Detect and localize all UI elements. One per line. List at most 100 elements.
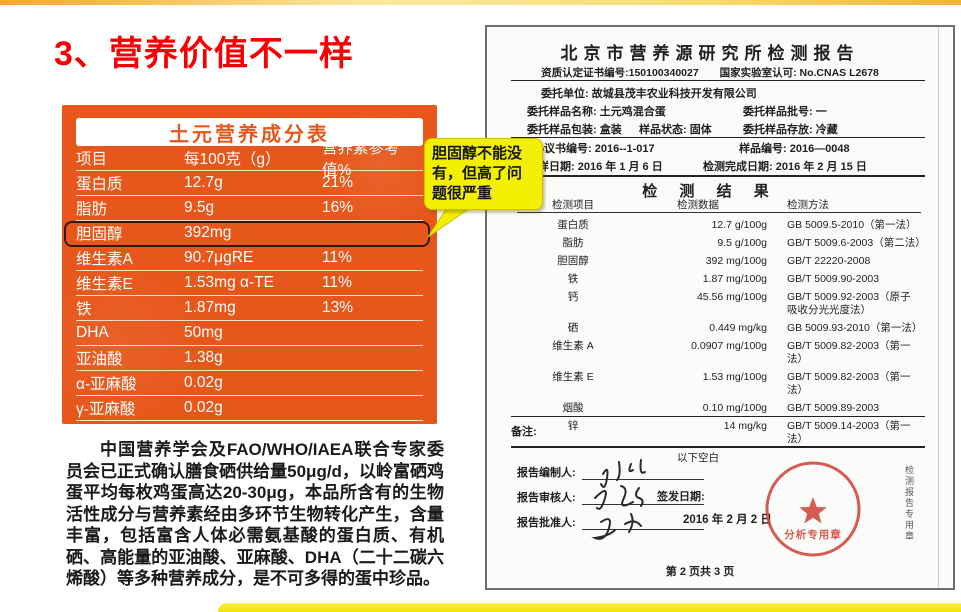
signature-line	[581, 468, 704, 480]
divider	[511, 175, 925, 177]
scan-page-edge	[938, 27, 939, 588]
cell-method: GB 5009.93-2010（第一法）	[787, 321, 923, 334]
sample-storage: 委托样品存放: 冷藏	[743, 124, 838, 136]
remarks-label: 备注:	[511, 426, 537, 438]
cell-value: 1.87mg	[184, 299, 236, 316]
table-row-cholesterol: 胆固醇 392mg	[64, 221, 430, 247]
sample-state: 样品状态: 固体	[639, 124, 712, 136]
nutrition-panel: 土元营养成分表 项目 每100克（g） 营养素参考值% 蛋白质 12.7g 21…	[62, 105, 437, 424]
cell-name: 维生素E	[76, 276, 133, 293]
cell-name: α-亚麻酸	[76, 376, 137, 393]
issue-date-label: 签发日期:	[657, 491, 705, 503]
accreditation: 国家实验室认可: No.CNAS L2678	[719, 67, 879, 79]
divider	[511, 137, 925, 138]
sample-name: 委托样品名称: 土元鸡混合蛋	[527, 106, 666, 118]
cell-data: 0.449 mg/kg	[709, 321, 767, 334]
cell-data: 392 mg/100g	[705, 254, 767, 267]
cell-ref: 11%	[322, 274, 352, 291]
cell-name: 脂肪	[76, 201, 108, 218]
cell-value: 0.02g	[184, 374, 223, 391]
blank-below-note: 以下空白	[677, 452, 719, 464]
cell-item: 锌	[567, 419, 579, 432]
star-icon	[799, 497, 827, 524]
completed-date: 检测完成日期: 2016 年 2 月 15 日	[703, 161, 867, 173]
body-paragraph: 中国营养学会及FAO/WHO/IAEA联合专家委员会已正式确认膳食硒供给量50μ…	[66, 440, 444, 588]
cell-value: 1.38g	[184, 349, 223, 366]
cell-item: 钙	[567, 290, 579, 303]
cell-name: 胆固醇	[76, 226, 123, 243]
table-row: 蛋白质 12.7g 21%	[76, 171, 423, 196]
callout-bubble: 胆固醇不能没有，但高了问题很严重	[424, 138, 543, 210]
cell-ref: 21%	[322, 174, 354, 191]
agreement-no: 委托协议书编号: 2016--1-017	[511, 143, 655, 155]
cell-ref: 11%	[322, 249, 352, 266]
sig-row-prepared: 报告编制人:	[517, 464, 704, 480]
col-test-item: 检测项目	[552, 198, 594, 211]
received-date: 收样日期: 2016 年 1 月 6 日	[527, 161, 663, 173]
cell-item: 烟酸	[562, 401, 584, 414]
col-test-method: 检测方法	[787, 198, 829, 211]
table-row: 维生素A 90.7μgRE 11%	[76, 246, 423, 271]
table-row: DHA 50mg	[76, 321, 423, 346]
cell-method: GB/T 5009.6-2003（第二法）	[787, 236, 926, 249]
col-per100g: 每100克（g）	[184, 151, 281, 168]
results-table: 检测项目 检测数据 检测方法 蛋白质 12.7 g/100g GB 5009.5…	[517, 196, 926, 465]
result-row: 蛋白质 12.7 g/100g GB 5009.5-2010（第一法）	[517, 216, 921, 234]
cell-method: GB/T 5009.92-2003（原子吸收分光光度法）	[787, 290, 911, 316]
sample-pack: 委托样品包装: 盒装	[527, 124, 622, 136]
divider	[511, 416, 925, 417]
cell-item: 铁	[567, 272, 579, 285]
result-row: 锌 14 mg/kg GB/T 5009.14-2003（第一法）	[517, 417, 921, 448]
cell-value: 90.7μgRE	[184, 249, 254, 266]
cell-data: 9.5 g/100g	[717, 236, 767, 249]
cell-method: GB 5009.5-2010（第一法）	[787, 218, 917, 231]
side-stamp-note: 检测报告专用章	[904, 465, 914, 542]
col-item: 项目	[76, 151, 108, 168]
cell-item: 蛋白质	[557, 218, 589, 231]
report-document: 北京市营养源研究所检测报告 资质认定证书编号:150100340027 国家实验…	[485, 25, 955, 590]
cell-method: GB/T 5009.82-2003（第一法）	[787, 339, 911, 365]
result-row: 脂肪 9.5 g/100g GB/T 5009.6-2003（第二法）	[517, 234, 926, 252]
reviewed-label: 报告审核人:	[517, 492, 576, 504]
page-title: 3、营养价值不一样	[54, 35, 354, 73]
cell-data: 12.7 g/100g	[711, 218, 767, 231]
handwritten-signatures	[591, 459, 646, 540]
cell-item: 维生素 A	[552, 339, 594, 352]
cell-data: 14 mg/kg	[723, 419, 767, 432]
cell-item: 维生素 E	[552, 370, 594, 383]
cell-name: 铁	[76, 301, 92, 318]
cell-method: GB/T 5009.82-2003（第一法）	[787, 370, 911, 396]
cell-method: GB/T 5009.89-2003	[787, 401, 880, 414]
results-header-row: 检测项目 检测数据 检测方法	[517, 196, 921, 213]
result-row: 硒 0.449 mg/kg GB 5009.93-2010（第一法）	[517, 319, 923, 337]
cell-method: GB/T 22220-2008	[787, 254, 871, 267]
table-row: 亚油酸 1.38g	[76, 346, 423, 371]
table-row: γ-亚麻酸 0.02g	[76, 396, 423, 421]
cell-data: 0.0907 mg/100g	[691, 339, 767, 352]
nutrition-header-row: 项目 每100克（g） 营养素参考值%	[76, 140, 423, 179]
cert-number: 资质认定证书编号:150100340027	[541, 67, 699, 79]
page-number: 第 2 页共 3 页	[665, 566, 735, 578]
col-ref: 营养素参考值%	[322, 140, 400, 179]
cell-data: 0.10 mg/100g	[702, 401, 767, 414]
divider	[511, 446, 925, 448]
cell-value: 12.7g	[184, 174, 223, 191]
cell-name: γ-亚麻酸	[76, 401, 136, 418]
cell-value: 0.02g	[184, 399, 223, 416]
approved-label: 报告批准人:	[517, 517, 576, 529]
cell-data: 45.56 mg/100g	[696, 290, 767, 303]
sample-batch: 委托样品批号: 一	[743, 106, 827, 118]
issue-date: 2016 年 2 月 2 日	[683, 514, 772, 526]
cell-item: 硒	[567, 321, 579, 334]
cell-ref: 13%	[322, 299, 354, 316]
result-row: 维生素 A 0.0907 mg/100g GB/T 5009.82-2003（第…	[517, 337, 921, 368]
result-row: 铁 1.87 mg/100g GB/T 5009.90-2003	[517, 270, 921, 288]
table-row: 铁 1.87mg 13%	[76, 296, 423, 321]
result-row: 钙 45.56 mg/100g GB/T 5009.92-2003（原子吸收分光…	[517, 288, 921, 319]
table-row: 维生素E 1.53mg α-TE 11%	[76, 271, 423, 296]
signature-line	[581, 518, 704, 530]
cell-name: 维生素A	[76, 251, 133, 268]
bottom-accent-bar	[218, 603, 961, 612]
cell-name: DHA	[76, 324, 109, 341]
